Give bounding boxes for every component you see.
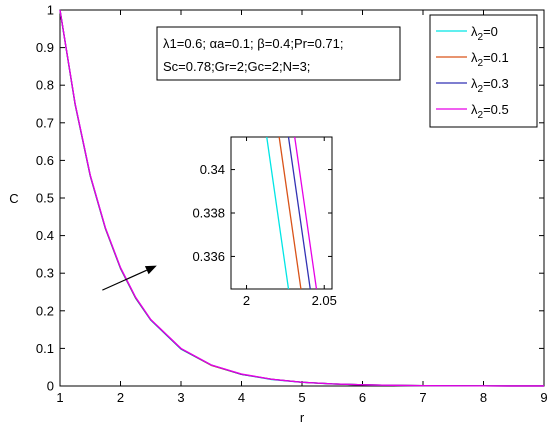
inset-y-tick-label: 0.336 — [192, 249, 225, 264]
inset-series-line-2 — [287, 136, 311, 290]
y-tick-label: 0.3 — [36, 266, 54, 281]
legend-label-1: λ2=0.1 — [471, 50, 509, 69]
parameter-annotation-line-1: λ1=0.6; αa=0.1; β=0.4;Pr=0.71; — [163, 36, 344, 51]
legend-label-0: λ2=0 — [471, 24, 498, 43]
main-series-lines — [59, 9, 545, 387]
x-tick-label: 3 — [177, 390, 184, 405]
y-tick-label: 0.2 — [36, 303, 54, 318]
y-tick-label: 0 — [47, 379, 54, 394]
inset-y-tick-label: 0.34 — [200, 162, 225, 177]
inset-series-line-1 — [278, 136, 302, 290]
x-tick-label: 7 — [419, 390, 426, 405]
inset-series-lines — [266, 136, 318, 290]
y-tick-label: 0.1 — [36, 341, 54, 356]
y-tick-label: 0.9 — [36, 40, 54, 55]
y-tick-label: 0.6 — [36, 153, 54, 168]
y-tick-label: 0.4 — [36, 228, 54, 243]
x-axis-label: r — [300, 410, 305, 425]
zoom-arrow-head — [144, 265, 157, 275]
y-tick-label: 0.7 — [36, 115, 54, 130]
main-axis-ticks: 1 2 3 4 5 6 7 8 9 0 0.1 0.2 0.3 0.4 0.5 0.6 0.7 0.8 0.9 1 — [36, 3, 548, 406]
x-tick-label: 9 — [540, 390, 547, 405]
inset-x-tick-label: 2.05 — [312, 293, 337, 308]
inset-plot-area — [230, 136, 333, 290]
x-tick-label: 6 — [359, 390, 366, 405]
parameter-annotation-line-2: Sc=0.78;Gr=2;Gc=2;N=3; — [163, 59, 310, 74]
y-axis-label: C — [9, 191, 18, 206]
x-tick-label: 4 — [238, 390, 245, 405]
inset-x-tick-label: 2 — [243, 293, 250, 308]
x-tick-label: 2 — [117, 390, 124, 405]
legend-box — [429, 14, 538, 128]
legend-label-2: λ2=0.3 — [471, 76, 509, 95]
x-tick-label: 5 — [298, 390, 305, 405]
parameter-annotation: λ1=0.6; αa=0.1; β=0.4;Pr=0.71; Sc=0.78;G… — [156, 26, 401, 81]
legend: λ2=0 λ2=0.1 λ2=0.3 λ2=0.5 — [429, 14, 538, 128]
inset-series-line-3 — [294, 136, 318, 290]
x-tick-label: 8 — [480, 390, 487, 405]
inset-y-tick-label: 0.338 — [192, 206, 225, 221]
y-tick-label: 0.5 — [36, 191, 54, 206]
zoom-arrow — [102, 265, 157, 291]
legend-label-3: λ2=0.5 — [471, 102, 509, 121]
parameter-annotation-box — [156, 26, 401, 81]
series-line-3 — [59, 9, 545, 387]
inset-series-line-0 — [266, 136, 290, 290]
y-tick-label: 1 — [47, 3, 54, 18]
zoom-arrow-shaft — [102, 269, 148, 291]
x-tick-label: 1 — [56, 390, 63, 405]
inset-axis-ticks: 2 2.05 0.336 0.338 0.34 — [192, 137, 337, 308]
y-tick-label: 0.8 — [36, 78, 54, 93]
